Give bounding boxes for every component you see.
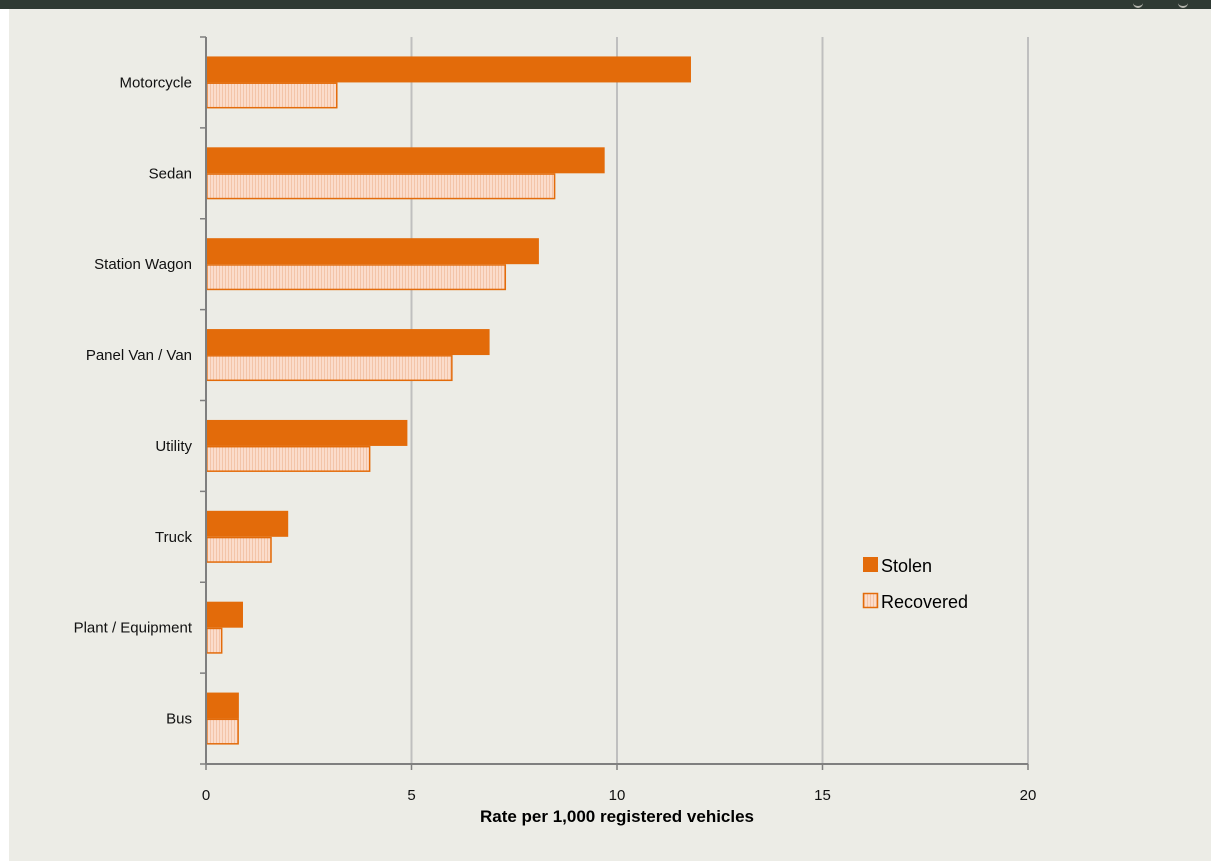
x-axis-title: Rate per 1,000 registered vehicles bbox=[480, 807, 754, 826]
bar-recovered bbox=[206, 536, 272, 563]
legend-swatch-stolen bbox=[863, 557, 878, 572]
bar-stolen bbox=[206, 147, 605, 174]
y-category-label: Plant / Equipment bbox=[74, 620, 193, 637]
header-band bbox=[0, 0, 1211, 9]
legend-label-stolen: Stolen bbox=[881, 556, 932, 576]
bar-recovered bbox=[206, 627, 223, 654]
labels: 0 5 10 15 20 Motorcycle Sedan Station Wagon Pane… bbox=[74, 74, 1037, 804]
bar-stolen bbox=[206, 56, 691, 83]
x-tick-label: 20 bbox=[1020, 787, 1037, 804]
x-tick-label: 15 bbox=[814, 787, 831, 804]
corner-mark-right bbox=[1178, 0, 1188, 8]
y-category-label: Bus bbox=[166, 711, 192, 728]
bar-recovered bbox=[206, 445, 371, 472]
bar-stolen bbox=[206, 238, 539, 265]
bars bbox=[206, 56, 691, 745]
corner-mark-left bbox=[1133, 0, 1143, 8]
legend-label-recovered: Recovered bbox=[881, 592, 968, 612]
y-category-label: Utility bbox=[155, 438, 192, 455]
bar-stolen bbox=[206, 510, 289, 537]
bar-recovered bbox=[206, 355, 453, 382]
bar-stolen bbox=[206, 692, 239, 719]
x-tick-label: 10 bbox=[609, 787, 626, 804]
x-tick-label: 5 bbox=[407, 787, 415, 804]
x-tick-label: 0 bbox=[202, 787, 210, 804]
bar-recovered bbox=[206, 718, 239, 745]
legend: Stolen Recovered bbox=[862, 556, 968, 612]
bar-stolen bbox=[206, 601, 243, 628]
axes bbox=[200, 36, 1029, 770]
grid-lines bbox=[410, 37, 1029, 764]
y-category-label: Sedan bbox=[149, 165, 192, 182]
legend-swatch-recovered bbox=[862, 592, 879, 609]
bar-recovered bbox=[206, 264, 507, 291]
bar-stolen bbox=[206, 329, 490, 356]
bar-recovered bbox=[206, 82, 338, 109]
bar-stolen bbox=[206, 419, 408, 446]
y-category-label: Truck bbox=[155, 529, 192, 546]
y-category-label: Station Wagon bbox=[94, 256, 192, 273]
y-category-label: Motorcycle bbox=[119, 74, 192, 91]
y-category-label: Panel Van / Van bbox=[86, 347, 192, 364]
bar-recovered bbox=[206, 173, 556, 200]
